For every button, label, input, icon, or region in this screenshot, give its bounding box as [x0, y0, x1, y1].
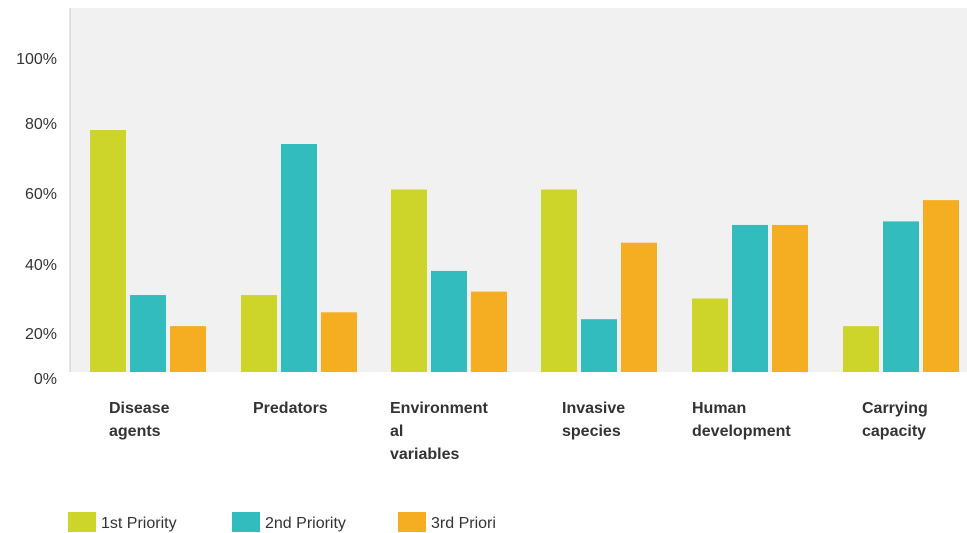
bars: [90, 130, 959, 372]
legend-swatch: [398, 512, 426, 532]
legend-label: 2nd Priority: [265, 515, 346, 532]
category-label: agents: [109, 423, 161, 440]
category-labels: Disease agents Predators Environment al varia…: [109, 400, 928, 463]
category-label: Human: [692, 400, 746, 417]
bar: [732, 224, 768, 372]
bar: [391, 189, 427, 372]
bar: [843, 326, 879, 372]
category-label: Invasive: [562, 400, 625, 417]
bar: [883, 221, 919, 372]
category-label: Carrying: [862, 400, 928, 417]
category-label: development: [692, 423, 791, 440]
y-tick-label: 0%: [34, 371, 57, 388]
bar: [241, 295, 277, 372]
category-label: Disease: [109, 400, 170, 417]
legend-swatch: [232, 512, 260, 532]
bar: [621, 242, 657, 372]
bar: [431, 270, 467, 372]
category-label: Environment: [390, 400, 488, 417]
bar: [692, 298, 728, 372]
y-tick-label: 40%: [25, 257, 57, 274]
plot-area: [70, 8, 967, 372]
bar: [772, 224, 808, 372]
bar: [471, 291, 507, 372]
category-label: Predators: [253, 400, 328, 417]
y-tick-label: 100%: [16, 51, 57, 68]
legend-label: 3rd Priori: [431, 515, 496, 532]
bar: [321, 312, 357, 372]
y-axis-ticks: 0% 20% 40% 60% 80% 100%: [16, 51, 57, 388]
category-label: capacity: [862, 423, 926, 440]
y-tick-label: 60%: [25, 186, 57, 203]
bar: [541, 189, 577, 372]
legend-label: 1st Priority: [101, 515, 177, 532]
bar: [90, 130, 126, 372]
category-label: species: [562, 423, 621, 440]
bar: [170, 326, 206, 372]
bar: [923, 200, 959, 372]
y-tick-label: 80%: [25, 116, 57, 133]
category-label: al: [390, 423, 403, 440]
category-label: variables: [390, 446, 459, 463]
bar: [130, 295, 166, 372]
y-tick-label: 20%: [25, 326, 57, 343]
legend: 1st Priority 2nd Priority 3rd Priori: [68, 512, 496, 532]
legend-swatch: [68, 512, 96, 532]
bar: [281, 144, 317, 372]
bar: [581, 319, 617, 372]
